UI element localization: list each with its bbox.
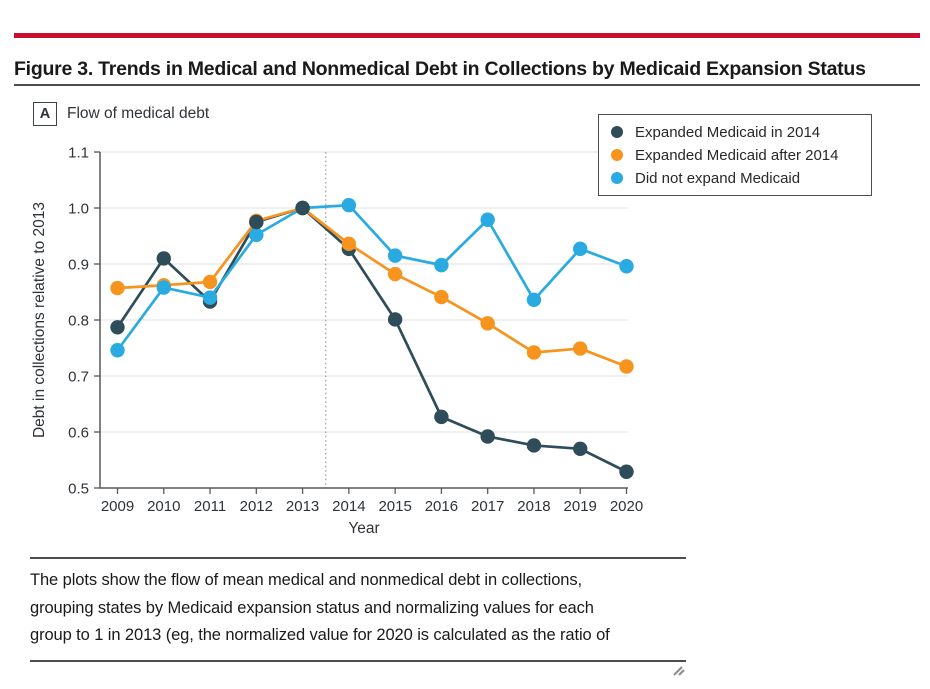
- x-tick-label: 2017: [471, 498, 504, 515]
- legend-marker-icon: [611, 126, 623, 138]
- series-line: [117, 206, 627, 368]
- data-point: [480, 316, 495, 331]
- legend-marker-icon: [611, 149, 623, 161]
- legend-label: Expanded Medicaid after 2014: [635, 146, 839, 164]
- x-tick-label: 2012: [240, 498, 273, 515]
- data-point: [156, 280, 171, 295]
- legend-item: Did not expand Medicaid: [611, 167, 863, 189]
- data-point: [434, 409, 449, 425]
- data-point: [573, 241, 588, 257]
- x-tick-label: 2014: [332, 498, 365, 515]
- x-axis-title: Year: [348, 520, 379, 537]
- accent-bar: [14, 33, 920, 38]
- y-axis-title: Debt in collections relative to 2013: [31, 202, 48, 438]
- y-axis-ticks: 0.5 0.6 0.7 0.8 0.9 1.0 1.1: [68, 144, 100, 497]
- data-point: [387, 266, 403, 282]
- x-tick-label: 2020: [610, 498, 643, 515]
- data-point: [526, 292, 542, 308]
- data-point: [202, 274, 218, 290]
- data-point: [526, 345, 542, 360]
- x-tick-label: 2011: [194, 498, 226, 515]
- data-point: [202, 290, 218, 305]
- footnote-line: The plots show the flow of mean medical …: [30, 571, 582, 589]
- data-point: [156, 251, 171, 266]
- data-point: [110, 280, 125, 296]
- data-point: [110, 320, 125, 335]
- data-point: [619, 359, 634, 374]
- series-did-not-expand-medicaid: [110, 198, 634, 358]
- data-point: [295, 200, 310, 216]
- data-point: [434, 289, 449, 305]
- data-point: [387, 312, 403, 327]
- x-axis-ticks: 2009 2010 2011 2012 2013 2014 2015 2016 2017 2018…: [101, 488, 643, 515]
- data-point: [573, 341, 588, 356]
- footnote-line: grouping states by Medicaid expansion st…: [30, 598, 594, 617]
- y-tick-label: 0.8: [68, 312, 89, 329]
- legend-item: Expanded Medicaid after 2014: [611, 144, 863, 166]
- legend-item: Expanded Medicaid in 2014: [611, 121, 863, 143]
- series-line: [116, 203, 627, 352]
- y-tick-label: 0.7: [68, 368, 89, 385]
- y-tick-label: 1.0: [68, 200, 89, 217]
- figure-title: Figure 3. Trends in Medical and Nonmedic…: [14, 58, 866, 81]
- legend: Expanded Medicaid in 2014 Expanded Medica…: [598, 114, 872, 196]
- x-tick-label: 2015: [378, 498, 411, 515]
- data-point: [341, 198, 357, 213]
- x-tick-label: 2013: [286, 498, 319, 515]
- data-point: [619, 259, 634, 274]
- legend-label: Expanded Medicaid in 2014: [635, 123, 821, 141]
- series-expanded-medicaid-after-2014: [110, 200, 634, 374]
- footnote-rule-bottom: [30, 660, 686, 662]
- gridlines: [100, 151, 628, 433]
- data-point: [526, 438, 542, 453]
- data-point: [480, 212, 495, 227]
- x-tick-label: 2016: [425, 498, 458, 515]
- y-tick-label: 0.6: [68, 424, 89, 441]
- panel-title: Flow of medical debt: [67, 105, 210, 122]
- x-tick-label: 2018: [517, 498, 550, 515]
- x-tick-label: 2009: [101, 498, 134, 515]
- data-point: [249, 214, 264, 230]
- y-tick-label: 1.1: [68, 144, 89, 161]
- x-tick-label: 2019: [564, 498, 597, 515]
- footnote-text: The plots show the flow of mean medical …: [30, 567, 710, 650]
- footnote-rule-top: [30, 557, 686, 559]
- data-point: [341, 236, 357, 252]
- legend-label: Did not expand Medicaid: [635, 169, 801, 187]
- panel-label-badge: A: [33, 102, 57, 126]
- resize-grip-icon[interactable]: [668, 665, 688, 677]
- data-point: [434, 257, 449, 273]
- series-expanded-medicaid-in-2014: [110, 200, 634, 479]
- data-point: [619, 464, 634, 479]
- data-point: [573, 441, 588, 456]
- title-rule: [14, 84, 920, 86]
- y-tick-label: 0.5: [68, 480, 89, 497]
- legend-marker-icon: [611, 172, 623, 184]
- data-point: [480, 429, 495, 444]
- footnote-line: group to 1 in 2013 (eg, the normalized v…: [30, 626, 610, 644]
- data-point: [249, 227, 264, 243]
- x-tick-label: 2010: [147, 498, 180, 515]
- y-tick-label: 0.9: [68, 256, 89, 273]
- series-line: [116, 206, 628, 473]
- data-point: [387, 248, 403, 263]
- data-point: [110, 343, 125, 358]
